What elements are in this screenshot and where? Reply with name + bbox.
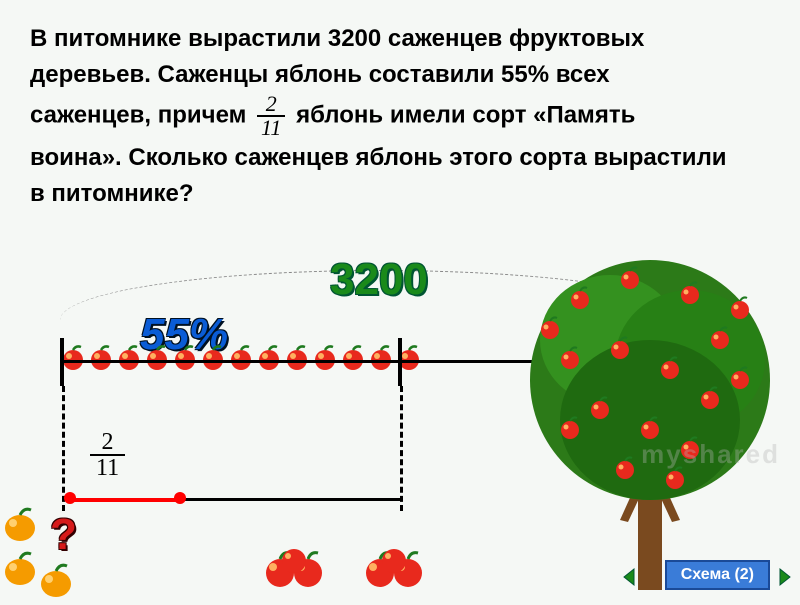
- dash-right: [400, 386, 403, 511]
- red-dot-left: [64, 492, 76, 504]
- apple-icon: [312, 344, 338, 370]
- problem-line-3: саженцев, причем 2 11 яблонь имели сорт …: [30, 93, 770, 139]
- total-label: 3200: [330, 255, 428, 305]
- apple-icon: [116, 344, 142, 370]
- problem-line-5: в питомнике?: [30, 177, 770, 211]
- scheme-button[interactable]: Схема (2): [665, 560, 770, 590]
- apple-icon: [284, 344, 310, 370]
- apple-icon: [144, 344, 170, 370]
- fraction-big-num: 2: [90, 430, 125, 456]
- question-mark: ?: [50, 510, 77, 560]
- apple-tree: [510, 220, 790, 590]
- red-dot-right: [174, 492, 186, 504]
- orange-fruit-2: [0, 548, 40, 588]
- apple-row: [60, 344, 422, 370]
- problem-text: В питомнике вырастили 3200 саженцев фрук…: [30, 22, 770, 212]
- watermark: myshared: [641, 439, 780, 470]
- apple-icon: [368, 344, 394, 370]
- apple-icon: [256, 344, 282, 370]
- prev-arrow-icon[interactable]: [620, 566, 642, 588]
- tick-mid: [398, 338, 402, 386]
- fraction-inline: 2 11: [257, 93, 285, 139]
- orange-fruit-3: [36, 560, 76, 600]
- apple-icon: [172, 344, 198, 370]
- problem-line-3-post: яблонь имели сорт «Память: [296, 102, 635, 129]
- fraction-inline-num: 2: [257, 93, 285, 117]
- apple-icon: [228, 344, 254, 370]
- orange-fruit-1: [0, 504, 40, 544]
- apple-cluster-2: [360, 543, 440, 594]
- diagram-bar-lower: [180, 498, 400, 501]
- dash-left: [62, 386, 65, 511]
- next-arrow-icon[interactable]: [774, 566, 796, 588]
- red-segment: [70, 498, 180, 502]
- problem-line-2: деревьев. Саженцы яблонь составили 55% в…: [30, 58, 770, 92]
- fraction-big: 2 11: [90, 430, 125, 480]
- apple-icon: [88, 344, 114, 370]
- apple-icon: [340, 344, 366, 370]
- apple-cluster-1: [260, 543, 340, 594]
- problem-line-1: В питомнике вырастили 3200 саженцев фрук…: [30, 22, 770, 56]
- problem-line-3-pre: саженцев, причем: [30, 102, 246, 129]
- tick-left: [60, 338, 64, 386]
- fraction-big-den: 11: [90, 456, 125, 480]
- problem-line-4: воина». Сколько саженцев яблонь этого со…: [30, 141, 770, 175]
- apple-icon: [200, 344, 226, 370]
- fraction-inline-den: 11: [257, 117, 285, 139]
